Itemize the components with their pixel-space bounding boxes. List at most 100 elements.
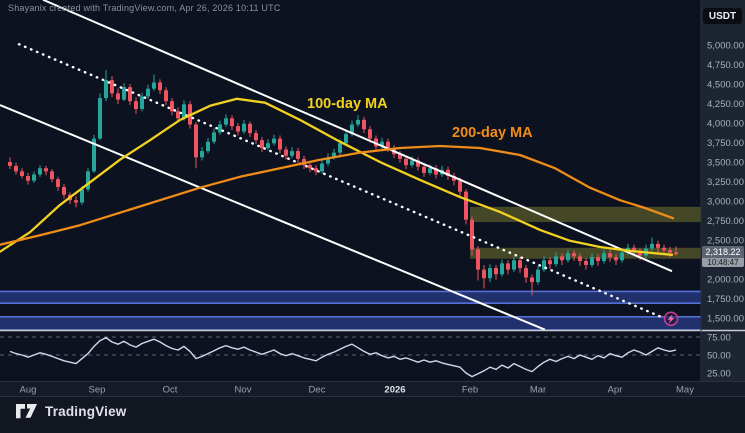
candle-body: [332, 152, 336, 158]
candle-body: [176, 111, 180, 119]
candle-body: [242, 123, 246, 132]
ma-200-line: [0, 144, 675, 246]
candle-body: [218, 124, 222, 133]
candle-body: [254, 133, 258, 141]
candle-body: [116, 93, 120, 100]
lightning-bolt-glyph: [667, 314, 675, 324]
time-axis-panel[interactable]: [0, 381, 745, 397]
candle-body: [560, 256, 564, 261]
candle-body: [128, 87, 132, 102]
price-tick-label[interactable]: 4,250.00: [707, 99, 744, 110]
support-zone: [0, 291, 701, 304]
quote-currency-badge[interactable]: USDT: [703, 8, 742, 24]
candle-body: [674, 252, 678, 255]
price-tick-label[interactable]: 3,250.00: [707, 177, 744, 188]
time-tick-label[interactable]: 2026: [384, 385, 405, 396]
diagonal-dotted-trendline: [17, 43, 663, 319]
candle-body: [428, 168, 432, 173]
price-tick-label[interactable]: 4,750.00: [707, 60, 744, 71]
candle-body: [578, 256, 582, 262]
ma-100-line: [0, 97, 674, 256]
candle-body: [638, 251, 642, 256]
price-tick-label[interactable]: 2,000.00: [707, 275, 744, 286]
candle-body: [368, 129, 372, 139]
candle-body: [380, 141, 384, 147]
rsi-tick-label[interactable]: 25.00: [707, 369, 731, 380]
time-tick-label[interactable]: Oct: [163, 385, 178, 396]
candle-body: [284, 149, 288, 156]
price-axis-panel[interactable]: [701, 0, 745, 382]
time-tick-label[interactable]: Dec: [309, 385, 326, 396]
time-tick-label[interactable]: Aug: [20, 385, 37, 396]
candle-body: [632, 247, 636, 252]
last-price-label[interactable]: 2,318.22 10:48:47: [702, 246, 744, 267]
price-tick-label[interactable]: 1,750.00: [707, 294, 744, 305]
candle-body: [8, 162, 12, 166]
candle-body: [398, 154, 402, 159]
candle-countdown: 10:48:47: [702, 258, 744, 267]
candle-body: [614, 257, 618, 261]
candle-body: [158, 82, 162, 91]
rsi-tick-label[interactable]: 75.00: [707, 333, 731, 344]
time-tick-label[interactable]: Feb: [462, 385, 478, 396]
candle-body: [98, 98, 102, 139]
candle-body: [650, 243, 654, 249]
candle-body: [542, 260, 546, 270]
candle-body: [602, 253, 606, 262]
last-price-value: 2,318.22: [702, 246, 744, 258]
candle-body: [314, 168, 318, 172]
candle-body: [668, 250, 672, 253]
price-tick-label[interactable]: 3,000.00: [707, 197, 744, 208]
candle-body: [344, 133, 348, 144]
candle-body: [212, 132, 216, 142]
candle-body: [230, 118, 234, 127]
candle-body: [656, 243, 660, 248]
candle-body: [146, 88, 150, 97]
time-tick-label[interactable]: Mar: [530, 385, 546, 396]
candle-body: [320, 163, 324, 172]
candle-body: [122, 87, 126, 100]
price-tick-label[interactable]: 5,000.00: [707, 41, 744, 52]
resistance-zone: [470, 206, 701, 223]
candle-body: [272, 138, 276, 144]
candle-body: [92, 138, 96, 172]
rsi-tick-label[interactable]: 50.00: [707, 351, 731, 362]
candle-body: [536, 269, 540, 283]
candle-body: [80, 189, 84, 203]
time-tick-label[interactable]: Sep: [89, 385, 106, 396]
candle-body: [164, 90, 168, 102]
candle-body: [134, 101, 138, 109]
candle-body: [434, 168, 438, 175]
candle-body: [236, 126, 240, 132]
candle-body: [26, 176, 30, 181]
price-tick-label[interactable]: 3,750.00: [707, 138, 744, 149]
candle-body: [482, 269, 486, 279]
candle-body: [266, 143, 270, 148]
price-tick-label[interactable]: 1,500.00: [707, 314, 744, 325]
candle-body: [56, 179, 60, 187]
time-tick-label[interactable]: Nov: [235, 385, 252, 396]
channel-lower-trendline: [0, 104, 546, 331]
candle-body: [386, 141, 390, 148]
candle-body: [350, 124, 354, 134]
candle-body: [308, 165, 312, 169]
price-tick-label[interactable]: 4,000.00: [707, 119, 744, 130]
support-zone: [0, 316, 701, 331]
candle-body: [62, 186, 66, 195]
price-tick-label[interactable]: 3,500.00: [707, 158, 744, 169]
candle-body: [554, 256, 558, 265]
ma-200-label: 200-day MA: [452, 125, 533, 141]
candle-body: [140, 96, 144, 109]
ma-100-label: 100-day MA: [307, 96, 388, 112]
candle-body: [422, 166, 426, 173]
price-tick-label[interactable]: 4,500.00: [707, 80, 744, 91]
candle-body: [464, 191, 468, 220]
resistance-zone: [470, 247, 701, 259]
price-tick-label[interactable]: 2,750.00: [707, 216, 744, 227]
time-tick-label[interactable]: May: [676, 385, 694, 396]
tradingview-logo[interactable]: TradingView: [16, 404, 126, 419]
channel-upper-trendline: [42, 0, 673, 273]
time-tick-label[interactable]: Apr: [608, 385, 623, 396]
price-tick-label[interactable]: 2,500.00: [707, 236, 744, 247]
